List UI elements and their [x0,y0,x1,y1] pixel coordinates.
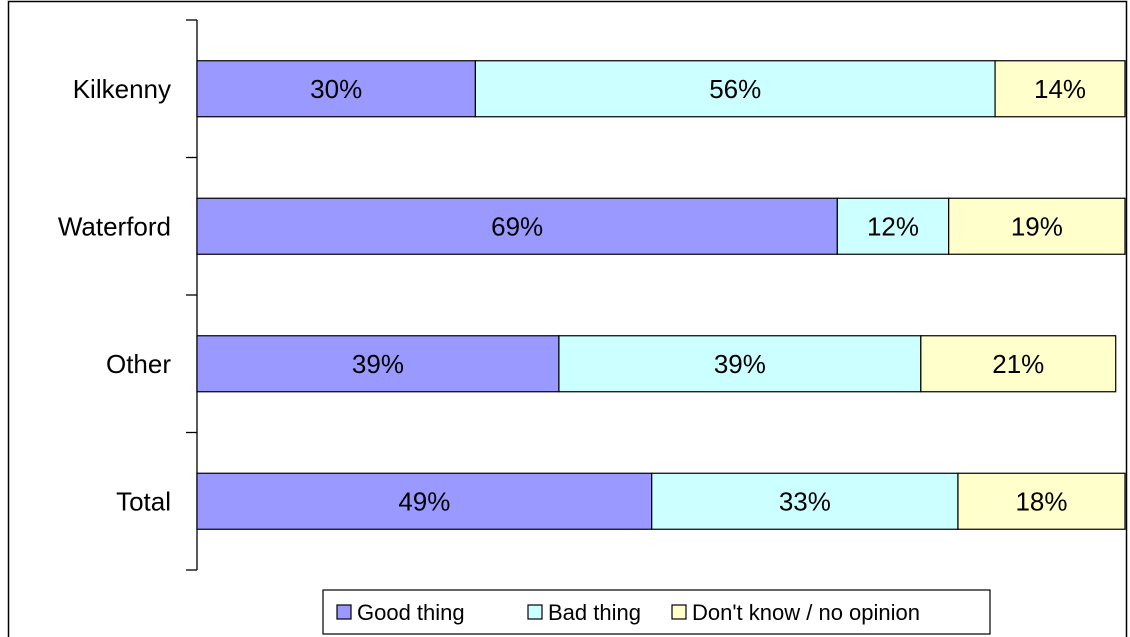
bar-segment [994,60,1126,118]
data-label: 39% [714,349,766,379]
legend-swatch [336,604,352,620]
bar-segment [651,472,959,530]
legend-entry: Don't know / no opinion [692,600,920,625]
category-label: Total [116,486,171,516]
category-label: Waterford [58,211,171,241]
bar-segment [948,197,1126,255]
legend-swatch [671,604,687,620]
category-label: Other [106,349,171,379]
data-label: 19% [1011,211,1063,241]
bar-segment [196,472,653,530]
data-label: 18% [1015,486,1067,516]
data-label: 39% [352,349,404,379]
labels-layer: Kilkenny 30% 56% 14% Waterford 69% 12% 19% Other… [58,74,1086,517]
data-label: 14% [1034,74,1086,104]
data-label: 33% [779,486,831,516]
data-label: 69% [491,211,543,241]
bar-segment [558,335,922,393]
data-label: 21% [992,349,1044,379]
legend-swatch [527,604,543,620]
bar-segment [196,197,838,255]
data-label: 30% [310,74,362,104]
data-label: 49% [398,486,450,516]
legend-box [322,589,991,635]
bar-segment [474,60,996,118]
bar-segment [920,335,1117,393]
legend: Good thing Bad thing Don't know / no opini… [322,589,991,635]
legend-entry: Good thing [357,600,465,625]
data-label: 12% [867,211,919,241]
bar-segment [957,472,1126,530]
bar-segment [836,197,950,255]
category-label: Kilkenny [73,74,171,104]
legend-entry: Bad thing [548,600,641,625]
bar-segment [196,335,560,393]
bars-layer [196,60,1126,530]
data-label: 56% [709,74,761,104]
